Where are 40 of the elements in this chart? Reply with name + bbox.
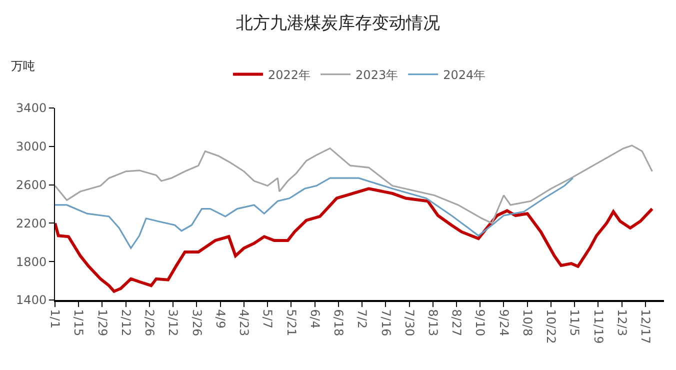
y-tick-label: 2200 [16,216,47,230]
y-tick-label: 3000 [16,140,47,154]
x-tick-label: 3/26 [190,309,204,336]
x-tick-label: 2/12 [118,309,133,336]
x-tick-label: 10/22 [544,309,558,344]
x-tick-label: 3/12 [166,309,180,336]
y-axis-title: 万吨 [11,59,35,73]
x-tick-label: 8/27 [450,309,464,336]
legend-label: 2024年 [443,68,486,82]
x-tick-label: 7/30 [402,309,416,336]
x-tick-label: 9/10 [473,309,488,336]
x-tick-label: 5/21 [284,309,298,336]
legend-label: 2023年 [356,68,398,82]
x-tick-label: 10/8 [520,309,534,336]
x-tick-label: 4/9 [213,309,228,328]
x-tick-label: 12/3 [614,309,629,336]
x-tick-label: 9/24 [496,309,511,336]
x-tick-label: 12/17 [638,309,653,344]
x-tick-label: 11/19 [591,309,606,344]
x-tick-label: 4/23 [237,309,252,336]
x-tick-label: 6/18 [332,309,346,336]
line-series [55,177,574,249]
x-tick-label: 7/2 [355,309,370,328]
y-tick-label: 3400 [16,101,47,116]
line-series [55,187,654,293]
line-series [55,144,653,224]
x-tick-label: 2/26 [142,309,157,336]
x-tick-label: 5/7 [260,309,275,328]
legend-label: 2022年 [268,68,311,82]
x-tick-label: 1/1 [48,309,62,328]
x-tick-label: 1/15 [72,309,86,336]
x-tick-label: 6/4 [308,309,322,328]
y-tick-label: 1400 [16,293,47,308]
x-tick-label: 11/5 [568,309,582,336]
x-tick-label: 7/16 [378,309,393,336]
x-tick-label: 8/13 [426,309,440,336]
y-tick-label: 1800 [16,254,47,269]
chart-title: 北方九港煤炭库存变动情况 [236,14,440,34]
y-tick-label: 2600 [16,178,47,192]
x-tick-label: 1/29 [95,309,110,336]
